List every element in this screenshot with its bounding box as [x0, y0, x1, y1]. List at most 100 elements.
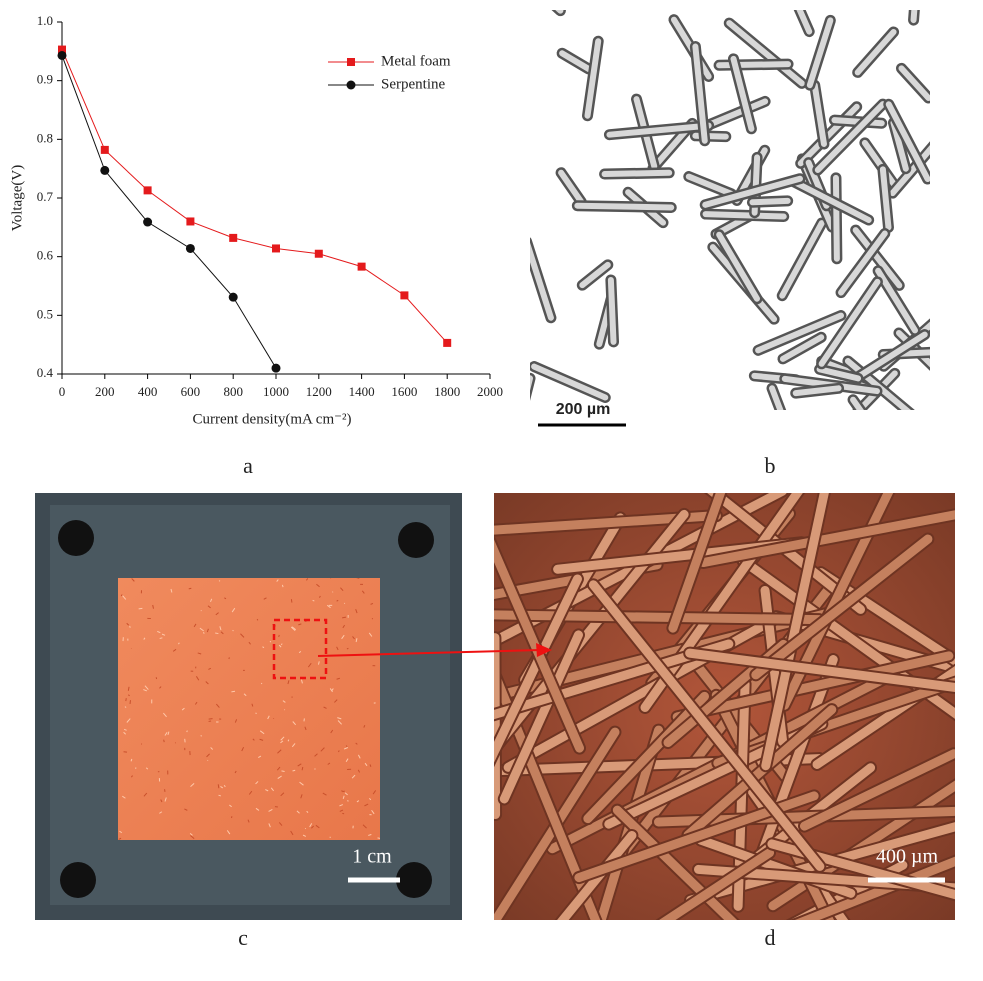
point	[400, 291, 408, 299]
fiber	[203, 632, 204, 633]
strut	[561, 173, 581, 202]
foam-area	[118, 578, 380, 840]
point	[101, 146, 109, 154]
y-tick-label: 0.4	[37, 365, 54, 380]
y-tick-label: 0.6	[37, 248, 54, 263]
fiber	[348, 800, 349, 801]
fiber	[279, 635, 280, 637]
x-tick-label: 1000	[263, 384, 289, 399]
y-tick-label: 0.8	[37, 130, 53, 145]
y-tick-label: 0.7	[37, 189, 54, 204]
point	[229, 293, 238, 302]
series-line	[62, 50, 447, 343]
fiber	[219, 795, 221, 796]
x-tick-label: 200	[95, 384, 115, 399]
fiber	[219, 581, 220, 582]
fiber	[257, 619, 258, 620]
x-tick-label: 1800	[434, 384, 460, 399]
strut	[582, 265, 608, 285]
strut	[527, 242, 551, 318]
strut	[577, 206, 671, 208]
fiber	[495, 638, 496, 815]
strut	[611, 280, 614, 342]
point	[143, 218, 152, 227]
fiber	[313, 600, 315, 601]
point	[443, 339, 451, 347]
strut	[782, 223, 822, 296]
strut	[689, 177, 732, 194]
fiber	[270, 641, 271, 642]
strut	[858, 32, 894, 72]
hole	[58, 520, 94, 556]
panel-label: a	[243, 453, 253, 478]
legend-label: Metal foam	[381, 53, 451, 69]
hole	[60, 862, 96, 898]
fiber	[187, 731, 188, 732]
strut	[706, 214, 784, 216]
panel-label: b	[765, 453, 776, 478]
point	[144, 186, 152, 194]
fiber	[330, 837, 331, 838]
fiber	[231, 691, 235, 692]
x-tick-label: 2000	[477, 384, 503, 399]
strut	[752, 201, 787, 202]
fiber	[218, 784, 219, 788]
fiber	[128, 687, 129, 691]
fiber	[189, 588, 192, 589]
chart: Current density(mA cm⁻²) Voltage(V) 0200…	[9, 13, 503, 427]
fiber	[282, 585, 283, 587]
strut	[519, 378, 530, 421]
figure: 200 µm 1 cm 400 µm a b c d Current densi…	[0, 0, 983, 981]
scale-label: 1 cm	[352, 846, 392, 868]
fiber	[130, 626, 131, 628]
fiber	[347, 648, 348, 649]
point	[58, 51, 67, 60]
y-axis-label: Voltage(V)	[9, 165, 25, 231]
point	[358, 263, 366, 271]
fiber	[135, 768, 136, 769]
x-tick-label: 1600	[391, 384, 417, 399]
point	[315, 250, 323, 258]
fiber	[160, 638, 163, 639]
scale-label: 200 µm	[556, 401, 611, 418]
panel-label: d	[765, 925, 776, 950]
strut	[853, 400, 908, 478]
point	[272, 244, 280, 252]
strut	[526, 0, 560, 11]
x-tick-label: 1400	[349, 384, 375, 399]
y-tick-label: 0.9	[37, 72, 53, 87]
hole	[398, 522, 434, 558]
fiber	[256, 713, 257, 714]
fiber	[281, 771, 284, 772]
point	[100, 166, 109, 175]
legend-label: Serpentine	[381, 76, 445, 92]
x-axis-label: Current density(mA cm⁻²)	[192, 411, 351, 427]
strut	[853, 400, 908, 478]
panel-label: c	[238, 925, 248, 950]
fiber	[139, 608, 143, 609]
fiber	[215, 633, 218, 634]
x-tick-label: 800	[223, 384, 243, 399]
fiber	[201, 735, 202, 736]
x-tick-label: 600	[181, 384, 201, 399]
legend-marker	[347, 58, 355, 66]
fiber	[288, 740, 289, 742]
point	[186, 244, 195, 253]
fiber	[291, 599, 292, 602]
strut	[605, 173, 670, 174]
fiber	[261, 683, 262, 684]
fiber	[342, 617, 346, 618]
fiber	[131, 759, 132, 761]
x-tick-label: 400	[138, 384, 158, 399]
strut	[526, 0, 560, 11]
point	[272, 364, 281, 373]
fiber	[233, 630, 234, 631]
strut	[836, 178, 837, 259]
fiber	[164, 740, 165, 742]
y-tick-label: 1.0	[37, 13, 53, 28]
legend-marker	[347, 81, 356, 90]
strut	[534, 367, 605, 398]
strut	[519, 378, 530, 421]
series-line	[62, 55, 276, 368]
hole	[396, 862, 432, 898]
